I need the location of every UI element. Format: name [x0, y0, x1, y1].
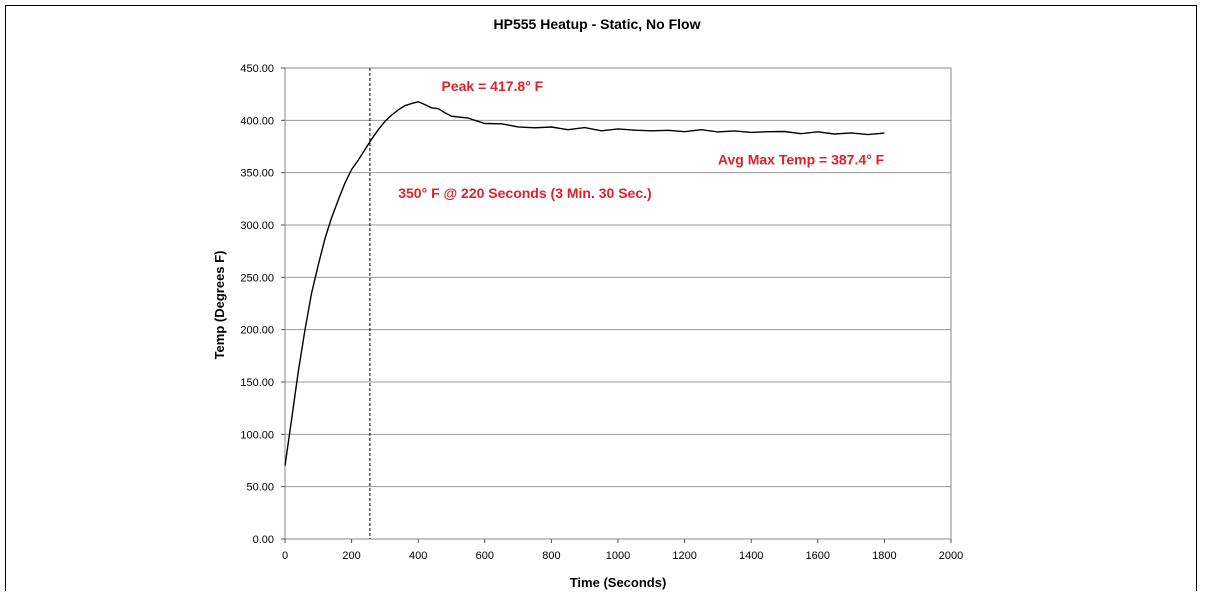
y-axis-ticks: 0.00 50.00 100.00 150.00 200.00 250.00 300.00 3… [240, 63, 285, 546]
x-axis-label: Time (Seconds) [570, 575, 667, 590]
x-tick-label: 1000 [606, 550, 630, 562]
y-tick-label: 350.00 [240, 168, 274, 180]
annotations: Peak = 417.8° F 350° F @ 220 Seconds (3 M… [398, 78, 884, 201]
series-line [284, 100, 885, 466]
annotation: Avg Max Temp = 387.4° F [718, 151, 885, 167]
chart-title: HP555 Heatup - Static, No Flow [494, 16, 701, 32]
y-tick-label: 0.00 [253, 534, 274, 546]
y-tick-label: 50.00 [246, 482, 274, 494]
plot-area [284, 67, 952, 540]
y-tick-label: 400.00 [240, 115, 274, 127]
gridlines [285, 67, 951, 488]
x-tick-label: 200 [342, 550, 360, 562]
x-tick-label: 1200 [672, 550, 696, 562]
x-tick-label: 400 [409, 550, 427, 562]
annotation: 350° F @ 220 Seconds (3 Min. 30 Sec.) [398, 185, 651, 201]
y-tick-label: 200.00 [240, 325, 274, 337]
x-axis-ticks: 0 200 400 600 800 1000 1200 1400 1600 1800 2000 [282, 539, 963, 562]
y-axis-label: Temp (Degrees F) [212, 251, 227, 360]
x-tick-label: 600 [476, 550, 494, 562]
y-tick-label: 150.00 [240, 377, 274, 389]
annotation: Peak = 417.8° F [442, 78, 544, 94]
x-tick-label: 1800 [872, 550, 896, 562]
y-tick-label: 100.00 [240, 429, 274, 441]
x-tick-label: 1400 [739, 550, 763, 562]
y-tick-label: 300.00 [240, 220, 274, 232]
y-tick-label: 250.00 [240, 272, 274, 284]
x-tick-label: 0 [282, 550, 288, 562]
x-tick-label: 1600 [806, 550, 830, 562]
x-tick-label: 800 [542, 550, 560, 562]
x-tick-label: 2000 [939, 550, 963, 562]
chart-frame [5, 5, 1197, 591]
y-tick-label: 450.00 [240, 63, 274, 75]
